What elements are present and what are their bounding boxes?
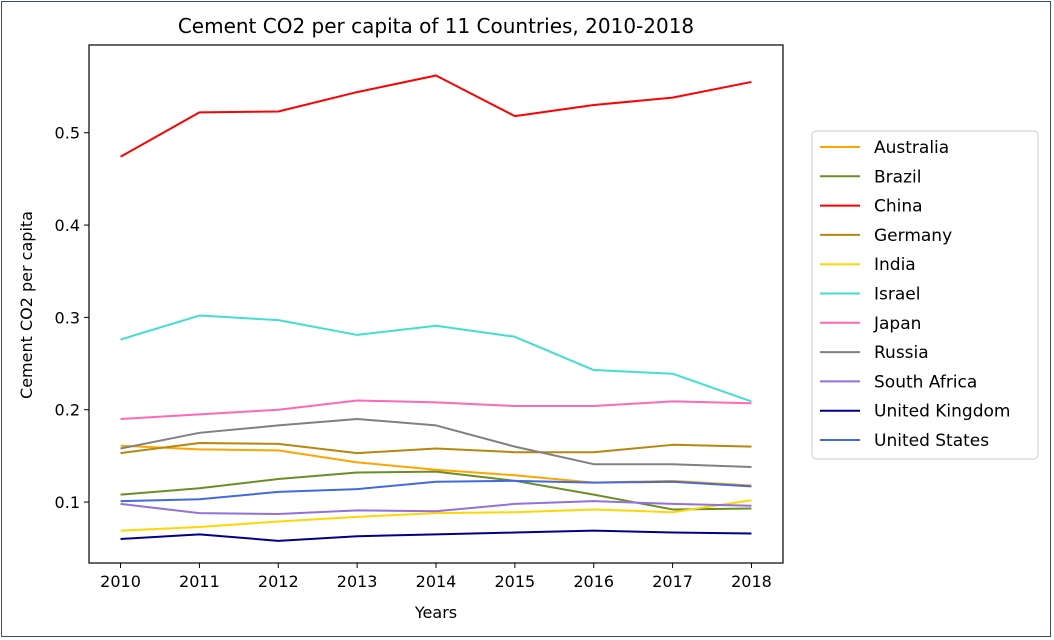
- legend-label-israel: Israel: [874, 285, 920, 305]
- y-tick-label: 0.3: [55, 308, 80, 327]
- series-line-israel: [120, 314, 752, 403]
- x-tick-label: 2013: [337, 572, 378, 591]
- series-line-germany: [120, 441, 752, 455]
- series-line-japan: [120, 399, 752, 420]
- y-axis-title: Cement CO2 per capita: [17, 211, 36, 399]
- legend-label-russia: Russia: [874, 343, 929, 363]
- x-tick-label: 2015: [495, 572, 536, 591]
- y-axis: 0.1 0.2 0.3 0.4 0.5: [55, 124, 89, 512]
- x-tick-label: 2011: [179, 572, 220, 591]
- x-tick-label: 2012: [258, 572, 299, 591]
- y-tick-label: 0.2: [55, 401, 80, 420]
- axes-frame: [88, 44, 784, 564]
- series-line-brazil: [120, 470, 752, 511]
- legend-label-united-states: United States: [874, 431, 989, 451]
- series-line-russia: [120, 417, 752, 468]
- x-tick-label: 2014: [416, 572, 457, 591]
- series-lines: [120, 74, 752, 542]
- x-tick-label: 2010: [100, 572, 141, 591]
- legend: Australia Brazil China Germany India Israel Ja…: [811, 130, 1039, 460]
- legend-box: [811, 130, 1039, 460]
- y-tick-label: 0.5: [55, 124, 80, 143]
- x-tick-label: 2017: [652, 572, 693, 591]
- legend-label-germany: Germany: [874, 226, 952, 246]
- x-tick-label: 2016: [573, 572, 614, 591]
- series-line-united-states: [120, 479, 752, 503]
- series-line-south-africa: [120, 500, 752, 516]
- y-tick-label: 0.4: [55, 216, 80, 235]
- legend-label-china: China: [874, 197, 923, 217]
- series-line-united-kingdom: [120, 529, 752, 542]
- legend-label-india: India: [874, 255, 916, 275]
- series-line-china: [120, 74, 752, 158]
- x-tick-label: 2018: [731, 572, 772, 591]
- legend-label-south-africa: South Africa: [874, 372, 977, 392]
- y-tick-label: 0.1: [55, 493, 80, 512]
- legend-label-brazil: Brazil: [874, 167, 921, 187]
- legend-label-japan: Japan: [873, 314, 921, 334]
- series-line-india: [120, 499, 752, 532]
- chart-title: Cement CO2 per capita of 11 Countries, 2…: [178, 14, 694, 38]
- series-line-australia: [120, 444, 752, 487]
- legend-label-united-kingdom: United Kingdom: [874, 402, 1010, 422]
- x-axis-title: Years: [414, 603, 457, 622]
- x-axis: 2010 2011 2012 2013 2014 2015 2016 2017 2018: [100, 563, 772, 591]
- legend-label-australia: Australia: [874, 138, 949, 158]
